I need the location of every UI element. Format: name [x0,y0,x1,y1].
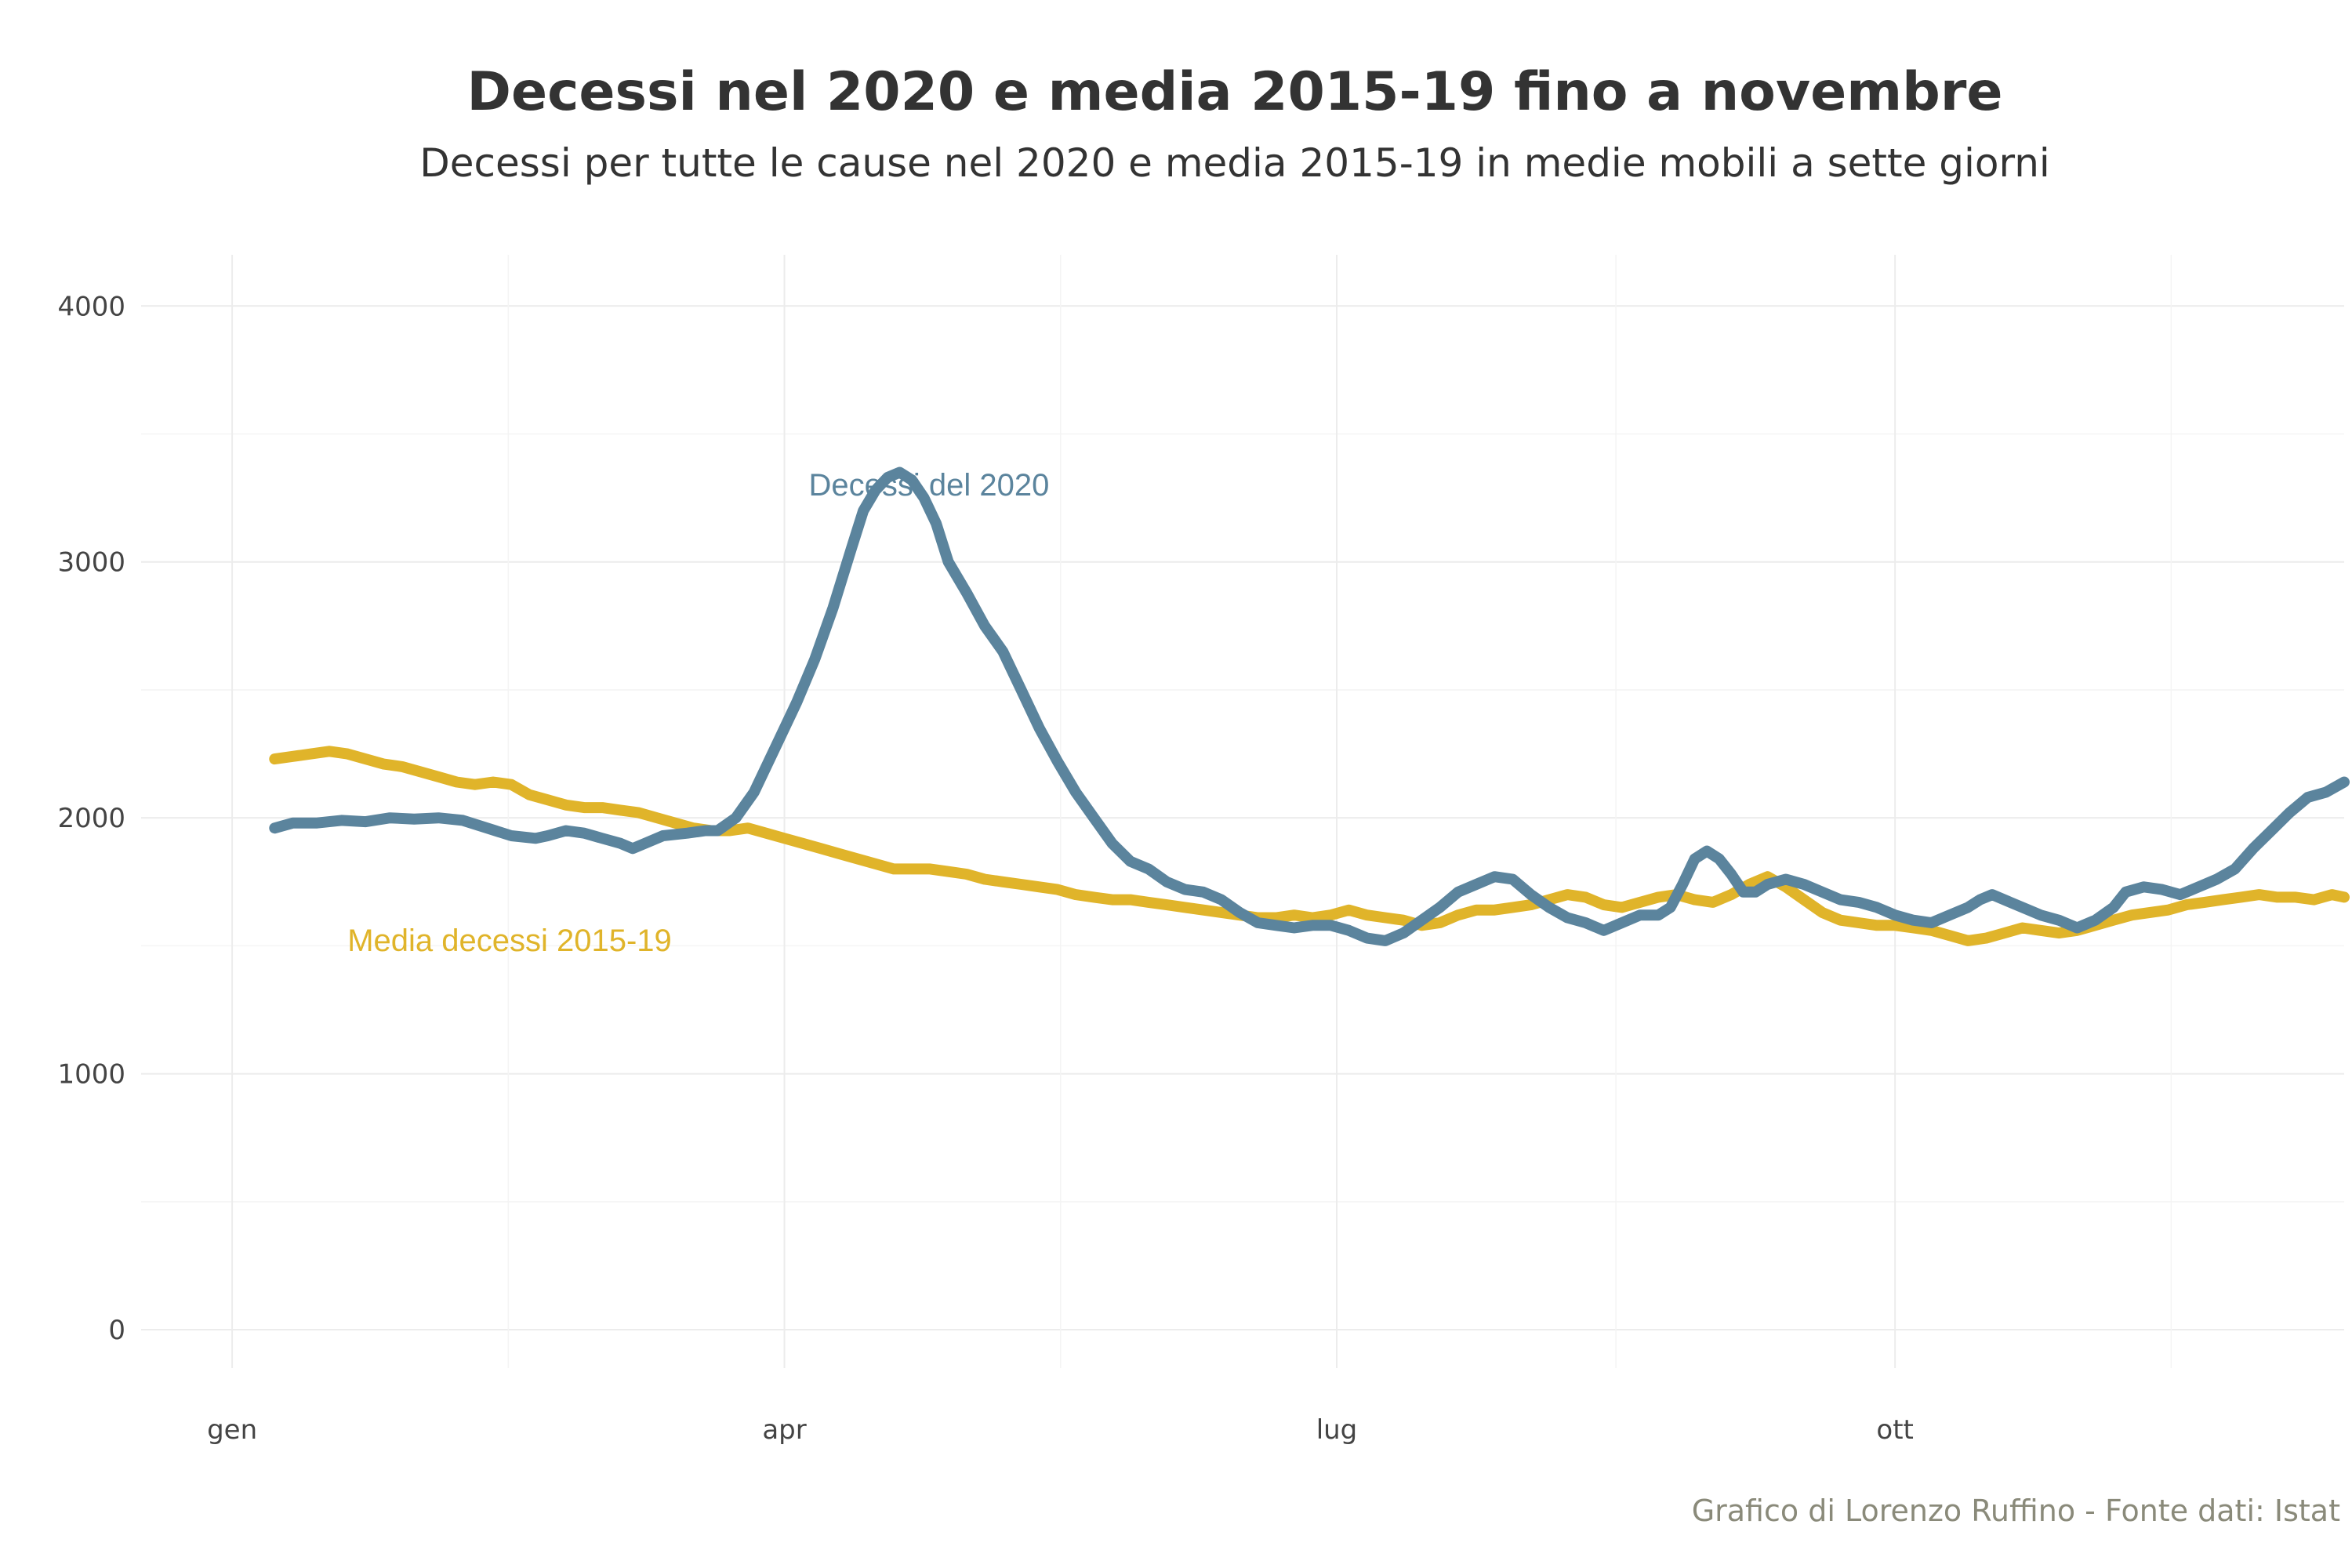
y-axis: 0 1000 2000 3000 4000 [57,291,125,1346]
series-label: Media decessi 2015-19 [347,924,672,958]
x-tick-label: lug [1316,1414,1358,1446]
series-line [269,466,2350,946]
y-tick-label: 0 [108,1315,125,1346]
x-tick-label: apr [762,1414,806,1446]
y-tick-label: 3000 [57,547,125,579]
x-tick-label: ott [1876,1414,1913,1446]
series-labels: Decessi del 2020 Media decessi 2015-19 [347,468,1049,958]
gridlines [141,255,2344,1368]
series-label: Decessi del 2020 [809,468,1050,503]
y-tick-label: 4000 [57,291,125,322]
series-line [269,746,2350,946]
chart-caption: Grafico di Lorenzo Ruffino - Fonte dati:… [1692,1494,2340,1528]
series-lines [269,466,2350,946]
chart-subtitle: Decessi per tutte le cause nel 2020 e me… [419,140,2050,186]
x-tick-label: gen [207,1414,257,1446]
chart-title: Decessi nel 2020 e media 2015-19 fino a … [467,61,2003,123]
x-axis: gen apr lug ott [207,1414,1914,1446]
y-tick-label: 2000 [57,803,125,834]
y-tick-label: 1000 [57,1059,125,1091]
